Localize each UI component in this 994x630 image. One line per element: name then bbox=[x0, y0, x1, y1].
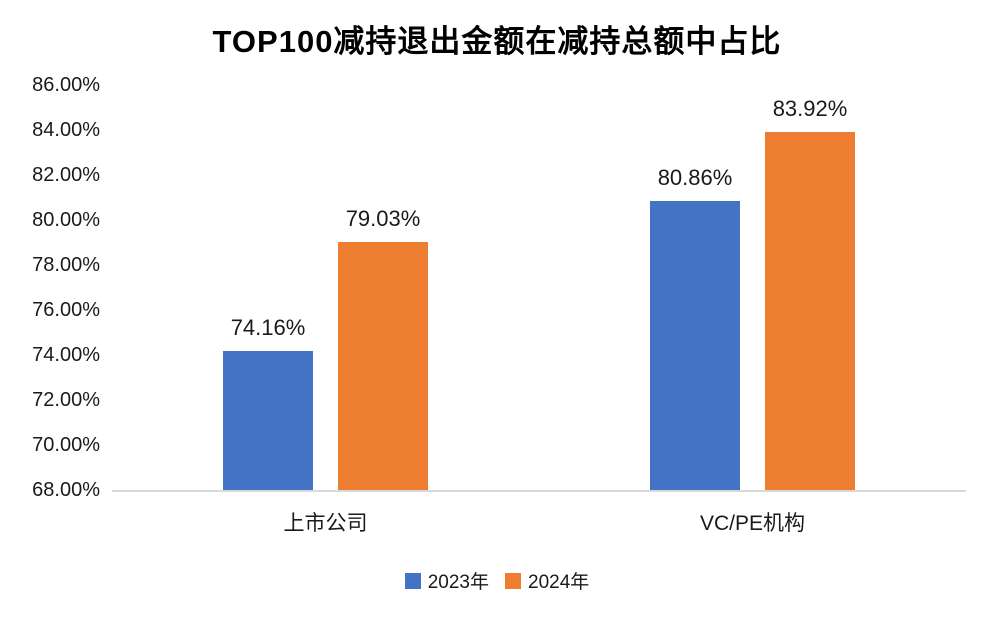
bar-wrap: 83.92% bbox=[765, 85, 855, 490]
chart-title: TOP100减持退出金额在减持总额中占比 bbox=[212, 24, 782, 59]
x-axis: 上市公司 VC/PE机构 bbox=[112, 492, 966, 537]
legend: 2023年 2024年 bbox=[0, 567, 994, 594]
y-tick-label: 80.00% bbox=[32, 208, 100, 231]
y-tick-label: 82.00% bbox=[32, 163, 100, 186]
y-tick-label: 86.00% bbox=[32, 74, 100, 96]
y-axis: 86.00% 84.00% 82.00% 80.00% 78.00% 76.00% 74.0… bbox=[6, 75, 112, 500]
bar-value-label: 79.03% bbox=[345, 205, 421, 231]
legend-label: 2023年 bbox=[427, 572, 489, 593]
y-tick-label: 76.00% bbox=[32, 299, 100, 321]
legend-swatch-icon bbox=[505, 572, 521, 589]
plot-area: 74.16% 79.03% 80.86% 83.92% bbox=[112, 85, 966, 492]
y-tick-label: 84.00% bbox=[32, 118, 100, 141]
plot-column: 74.16% 79.03% 80.86% 83.92% 上市公司 VC/PE机构 bbox=[112, 85, 966, 537]
chart-body: 86.00% 84.00% 82.00% 80.00% 78.00% 76.00% 74.0… bbox=[0, 75, 994, 537]
bar-value-label: 74.16% bbox=[230, 315, 306, 341]
legend-item: 2024年 bbox=[505, 567, 589, 594]
bar-wrap: 80.86% bbox=[650, 85, 740, 490]
bar bbox=[650, 200, 740, 490]
bar-wrap: 74.16% bbox=[223, 85, 313, 490]
y-tick-label: 74.00% bbox=[32, 343, 100, 366]
legend-item: 2023年 bbox=[404, 567, 489, 594]
y-tick-label: 78.00% bbox=[32, 253, 100, 276]
y-tick-label: 70.00% bbox=[32, 433, 100, 456]
bar-value-label: 83.92% bbox=[772, 95, 848, 121]
legend-swatch-icon bbox=[404, 572, 421, 589]
bar bbox=[765, 131, 855, 490]
bar-group: 80.86% 83.92% bbox=[539, 85, 966, 490]
x-category-label: VC/PE机构 bbox=[699, 512, 806, 535]
y-tick-label: 72.00% bbox=[32, 389, 100, 411]
bar-group: 74.16% 79.03% bbox=[112, 85, 539, 490]
bar bbox=[223, 351, 313, 490]
legend-label: 2024年 bbox=[528, 572, 590, 593]
bar-wrap: 79.03% bbox=[338, 85, 428, 490]
y-tick-label: 68.00% bbox=[32, 479, 100, 501]
bar-value-label: 80.86% bbox=[657, 164, 733, 190]
x-category-label: 上市公司 bbox=[283, 512, 368, 535]
bar bbox=[338, 241, 428, 490]
